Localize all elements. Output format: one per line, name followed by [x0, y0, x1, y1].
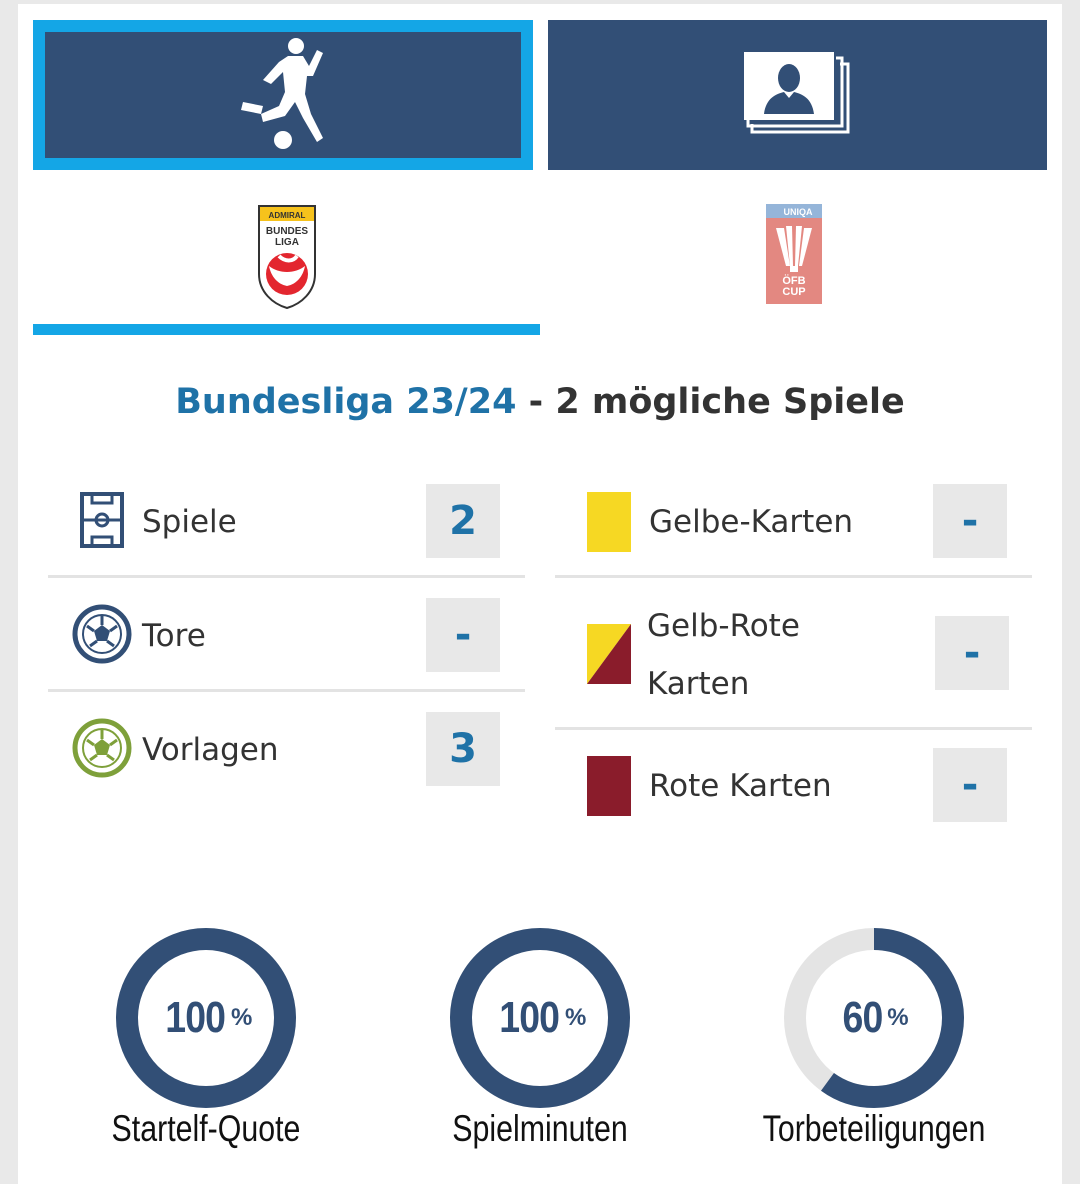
stat-row-tore: Tore - — [48, 580, 525, 692]
season-headline: Bundesliga 23/24 - 2 mögliche Spiele — [18, 382, 1062, 422]
stat-row-vorlagen: Vorlagen 3 — [48, 694, 525, 806]
stat-label-rote-karten: Rote Karten — [649, 768, 832, 804]
ring-label-spielminuten: Spielminuten — [452, 1108, 628, 1149]
ring-torbeteiligungen: 60% — [774, 918, 974, 1118]
ring-chart-spielminuten — [450, 928, 630, 1108]
assist-ball-icon — [72, 718, 132, 778]
cup-logo-brand: UNIQA — [783, 207, 813, 217]
ball-icon — [72, 604, 132, 664]
ring-unit-startelf: % — [231, 1004, 253, 1031]
ring-unit-torbeteiligungen: % — [887, 1004, 909, 1031]
bl-logo-brand: ADMIRAL — [268, 211, 305, 220]
ring-chart-startelf — [116, 928, 296, 1108]
bl-logo-line1: BUNDES — [265, 226, 308, 237]
bl-logo-line2: LIGA — [275, 237, 299, 248]
ring-unit-spielminuten: % — [565, 1004, 587, 1031]
ring-label-torbeteiligungen: Torbeteiligungen — [762, 1108, 986, 1149]
stat-value-vorlagen: 3 — [426, 712, 500, 786]
stat-label-gelb-rote-line1: Gelb-Rote — [647, 608, 800, 644]
ring-value-spielminuten: 100 — [498, 993, 560, 1042]
stat-value-gelbe-karten: - — [933, 484, 1007, 558]
ring-arc-torbeteiligungen — [784, 928, 964, 1108]
ring-startelf-quote: 100% — [106, 918, 306, 1118]
cup-logo-line1: ÖFB — [782, 274, 805, 287]
stat-value-rote-karten: - — [933, 748, 1007, 822]
stat-row-gelb-rote-karten: Gelb-Rote Karten - — [555, 580, 1032, 730]
league-season-link[interactable]: Bundesliga 23/24 — [175, 382, 517, 422]
pitch-icon — [80, 492, 124, 548]
profile-photos-icon — [743, 52, 849, 134]
yellow-red-card-icon — [587, 624, 631, 684]
stat-label-spiele: Spiele — [142, 504, 237, 540]
stat-value-spiele: 2 — [426, 484, 500, 558]
competition-active-underline — [33, 324, 540, 335]
competition-bundesliga[interactable]: ADMIRAL BUNDES LIGA — [33, 204, 540, 339]
yellow-card-icon — [587, 492, 631, 552]
ring-label-startelf: Startelf-Quote — [111, 1108, 301, 1149]
ring-arc-spielminuten — [450, 928, 630, 1108]
stat-label-tore: Tore — [142, 618, 206, 654]
tab-player-profile[interactable] — [548, 20, 1047, 170]
stat-label-gelb-rote-line2: Karten — [647, 666, 750, 702]
red-card-icon — [587, 756, 631, 816]
stat-value-tore: - — [426, 598, 500, 672]
stat-row-gelbe-karten: Gelbe-Karten - — [555, 466, 1032, 578]
stat-value-gelb-rote-karten: - — [935, 616, 1009, 690]
stat-row-spiele: Spiele 2 — [48, 466, 525, 578]
admiral-bundesliga-logo: ADMIRAL BUNDES LIGA — [257, 205, 316, 310]
ring-value-torbeteiligungen: 60 — [842, 993, 884, 1042]
stat-label-gelbe-karten: Gelbe-Karten — [649, 504, 854, 540]
cup-logo-line2: CUP — [782, 286, 805, 298]
tab-player-stats[interactable] — [33, 20, 533, 170]
football-player-icon — [241, 38, 323, 149]
competition-ofb-cup[interactable]: UNIQA ÖFB CUP — [540, 204, 1047, 339]
ring-arc-startelf — [116, 928, 296, 1108]
ring-spielminuten: 100% — [440, 918, 640, 1118]
ring-chart-torbeteiligungen — [784, 928, 964, 1108]
stat-row-rote-karten: Rote Karten - — [555, 730, 1032, 842]
possible-games-text: - 2 mögliche Spiele — [516, 382, 905, 422]
ring-value-startelf: 100 — [164, 993, 226, 1042]
uniqa-ofb-cup-logo: UNIQA ÖFB CUP — [765, 204, 822, 304]
player-stats-card: ADMIRAL BUNDES LIGA UNIQA ÖFB CUP Bund — [18, 4, 1062, 1184]
stat-label-vorlagen: Vorlagen — [142, 732, 279, 768]
